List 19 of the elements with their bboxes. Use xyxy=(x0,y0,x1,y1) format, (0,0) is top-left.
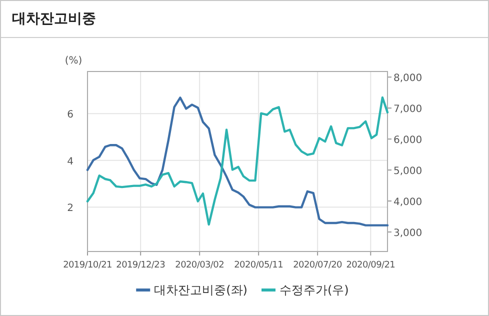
y2-tick-label: 4,000 xyxy=(394,197,422,208)
x-tick-label: 2019/10/21 xyxy=(63,260,112,270)
legend-label: 대차잔고비중(좌) xyxy=(154,283,248,297)
y2-tick-label: 5,000 xyxy=(394,166,422,178)
legend-label: 수정주가(우) xyxy=(280,283,349,297)
x-tick-label: 2020/09/21 xyxy=(346,260,396,270)
y2-tick-label: 6,000 xyxy=(394,135,422,146)
y2-tick-label: 8,000 xyxy=(394,73,422,84)
x-tick-label: 2020/03/02 xyxy=(175,260,224,270)
y2-tick-label: 3,000 xyxy=(394,228,422,239)
y2-tick-label: 7,000 xyxy=(394,104,422,116)
y-axis-title: (%) xyxy=(64,56,82,66)
y-tick-label: 6 xyxy=(67,110,74,121)
x-tick-label: 2020/07/20 xyxy=(293,260,343,270)
chart-title: 대차잔고비중 xyxy=(12,11,96,27)
y-tick-label: 2 xyxy=(67,203,74,214)
x-tick-label: 2020/05/11 xyxy=(234,260,284,270)
x-tick-label: 2019/12/23 xyxy=(116,260,166,270)
y-tick-label: 4 xyxy=(67,156,74,168)
